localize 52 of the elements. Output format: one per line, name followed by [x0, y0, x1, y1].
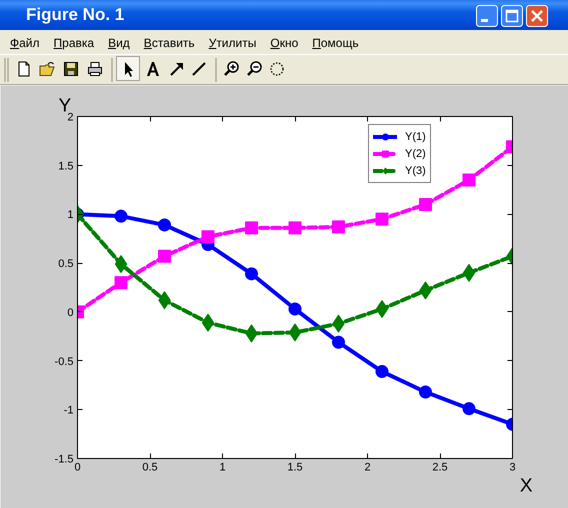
x-tick-label: 2.5	[432, 462, 448, 474]
point	[202, 230, 214, 244]
point	[114, 276, 128, 290]
point	[376, 212, 388, 226]
y-tick-label: -1	[64, 404, 74, 417]
point	[158, 218, 171, 232]
text: Помощь	[312, 35, 359, 51]
legend-label: Y(1)	[405, 130, 426, 144]
x-tick-label: 3	[509, 462, 516, 474]
point	[332, 314, 345, 333]
legend-label: Y(2)	[405, 146, 426, 161]
x-tick-label: 1	[219, 462, 226, 474]
point	[419, 198, 432, 211]
x-axis-title: X	[520, 476, 533, 496]
y-tick-label: 0	[67, 306, 74, 319]
point	[332, 336, 345, 349]
point	[462, 174, 476, 187]
chart-title: Figure No. 1	[26, 5, 124, 25]
text: Правка	[54, 35, 94, 51]
point	[245, 221, 258, 234]
text: Окно	[270, 35, 298, 51]
y-tick-label: 2	[67, 112, 74, 124]
point	[376, 300, 388, 318]
text: Вставить	[144, 35, 195, 51]
text: Утилиты	[208, 35, 256, 51]
point	[462, 402, 476, 416]
point	[288, 302, 302, 316]
point	[158, 250, 171, 263]
x-tick-label: 0.5	[142, 462, 158, 474]
text: Вид	[108, 35, 130, 51]
point	[245, 267, 258, 280]
point	[245, 324, 258, 342]
y-tick-label: 1.5	[58, 160, 74, 172]
point	[288, 323, 302, 342]
x-tick-label: 1.5	[287, 462, 303, 474]
point	[114, 210, 128, 223]
legend-label: Y(3)	[405, 164, 426, 178]
y-tick-label: -0.5	[54, 356, 74, 368]
y-tick-label: 0.5	[58, 258, 74, 270]
point	[419, 386, 432, 399]
point	[114, 255, 128, 274]
point	[376, 365, 388, 378]
point	[332, 220, 345, 234]
point	[419, 281, 432, 300]
x-tick-label: 2	[364, 462, 371, 474]
text: Файл	[10, 35, 40, 51]
point	[288, 221, 302, 234]
y-tick-label: 1	[67, 209, 74, 222]
point	[202, 314, 214, 332]
y-tick-label: -1.5	[54, 454, 74, 466]
point	[158, 291, 171, 310]
point	[462, 264, 476, 282]
